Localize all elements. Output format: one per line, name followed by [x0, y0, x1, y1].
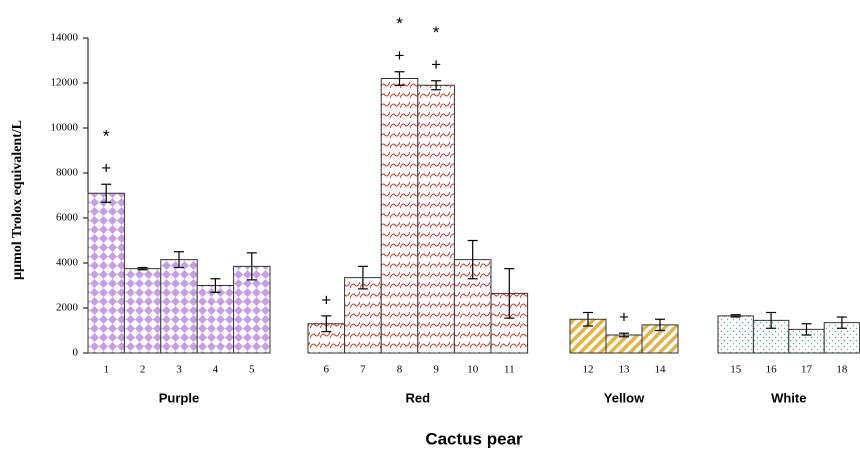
annotation: *	[103, 127, 110, 146]
y-axis-title: µµmol Trolox equivalent/L	[10, 120, 25, 280]
x-tick-label: 15	[730, 364, 742, 376]
bar	[605, 334, 643, 354]
x-tick-label: 16	[766, 364, 778, 376]
annotation: +	[431, 55, 441, 74]
bar	[123, 268, 162, 354]
x-tick-label: 4	[213, 364, 219, 376]
annotation: *	[396, 14, 403, 33]
x-tick-label: 14	[655, 364, 667, 376]
y-tick-label: 0	[73, 347, 79, 359]
y-tick-label: 12000	[51, 77, 79, 89]
x-tick-label: 11	[504, 364, 515, 376]
x-tick-label: 2	[140, 364, 146, 376]
y-tick-label: 6000	[56, 212, 79, 224]
y-tick-label: 4000	[56, 257, 79, 269]
x-tick-label: 5	[249, 364, 255, 376]
y-tick-label: 10000	[51, 122, 79, 134]
bar	[160, 259, 198, 354]
group-label: Red	[406, 390, 431, 405]
x-tick-label: 7	[360, 364, 366, 376]
annotation: +	[321, 290, 331, 309]
group-label: Yellow	[604, 390, 645, 405]
x-tick-label: 17	[801, 364, 813, 376]
x-tick-label: 3	[176, 364, 182, 376]
y-tick-label: 8000	[56, 167, 79, 179]
annotation: +	[619, 308, 629, 327]
x-tick-label: 18	[836, 364, 848, 376]
x-tick-label: 9	[433, 364, 439, 376]
x-tick-label: 10	[467, 364, 479, 376]
annotation: *	[433, 23, 440, 42]
bar	[717, 315, 754, 354]
group-label: Purple	[159, 390, 199, 405]
x-tick-label: 12	[583, 364, 594, 376]
bar	[196, 285, 235, 354]
bar	[417, 84, 455, 354]
x-tick-label: 13	[619, 364, 631, 376]
annotation: +	[101, 159, 111, 178]
y-tick-label: 14000	[51, 32, 79, 44]
x-tick-label: 6	[324, 364, 330, 376]
bar	[752, 319, 790, 354]
annotation: +	[395, 46, 405, 65]
bar	[344, 277, 382, 354]
x-tick-label: 1	[103, 364, 109, 376]
group-label: White	[771, 390, 806, 405]
y-tick-label: 2000	[56, 302, 79, 314]
bar	[87, 192, 125, 354]
x-axis-title: Cactus pear	[425, 429, 523, 448]
bar	[380, 78, 419, 354]
x-tick-label: 8	[397, 364, 403, 376]
